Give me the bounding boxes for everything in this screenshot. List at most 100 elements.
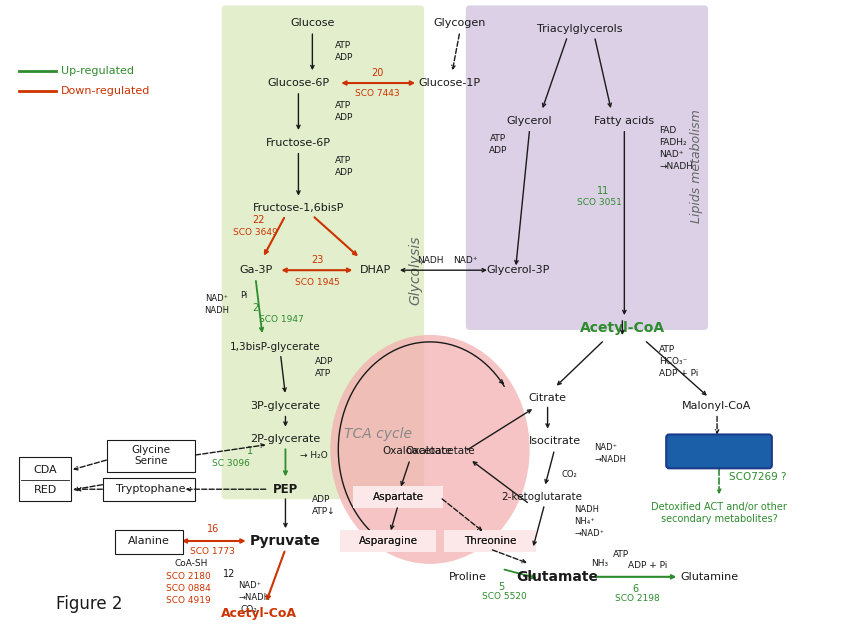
Text: Pyruvate: Pyruvate xyxy=(250,534,321,548)
Text: SCO 5520: SCO 5520 xyxy=(482,593,527,601)
Text: SCO7269 ?: SCO7269 ? xyxy=(729,472,786,482)
Text: CDA: CDA xyxy=(33,465,57,476)
Text: 16: 16 xyxy=(207,524,218,534)
Text: NAD⁺: NAD⁺ xyxy=(660,150,683,159)
Text: NADH: NADH xyxy=(575,504,599,514)
Text: Threonine: Threonine xyxy=(463,536,516,546)
Text: Glutamine: Glutamine xyxy=(680,572,738,582)
Text: RED: RED xyxy=(34,485,57,495)
Text: CO₂: CO₂ xyxy=(562,470,577,479)
Text: Detoxified ACT and/or other: Detoxified ACT and/or other xyxy=(651,502,787,512)
Text: ATP: ATP xyxy=(660,345,676,354)
Text: CoA-SH: CoA-SH xyxy=(174,559,207,569)
Text: SCO 0884: SCO 0884 xyxy=(166,584,211,593)
Text: Fructose-6P: Fructose-6P xyxy=(266,138,331,148)
Text: Threonine: Threonine xyxy=(463,536,516,546)
Text: SCO 3051: SCO 3051 xyxy=(577,198,622,207)
Text: TCA cycle: TCA cycle xyxy=(344,428,412,442)
Text: 2P-glycerate: 2P-glycerate xyxy=(251,435,320,445)
Text: 6: 6 xyxy=(632,584,638,594)
Text: NAD⁺: NAD⁺ xyxy=(239,581,262,590)
Text: 2: 2 xyxy=(252,303,258,313)
Text: ATP: ATP xyxy=(335,101,351,111)
Text: Fatty acids: Fatty acids xyxy=(594,116,654,126)
Text: ATP↓: ATP↓ xyxy=(312,506,336,516)
Text: FAD: FAD xyxy=(660,126,677,135)
Text: Down-regulated: Down-regulated xyxy=(61,86,150,96)
Text: SCO 2198: SCO 2198 xyxy=(615,594,660,603)
Text: NH₃: NH₃ xyxy=(591,559,608,569)
Text: Malonyl-CoA: Malonyl-CoA xyxy=(683,401,751,411)
Text: → H₂O: → H₂O xyxy=(300,451,328,460)
Text: Glutamate: Glutamate xyxy=(517,570,598,584)
Text: →NADH: →NADH xyxy=(239,593,270,602)
Text: DHAP: DHAP xyxy=(360,265,391,276)
Text: secondary metabolites?: secondary metabolites? xyxy=(660,514,778,524)
Text: Figure 2: Figure 2 xyxy=(56,594,122,613)
Text: 1: 1 xyxy=(247,447,253,457)
Text: Glucose: Glucose xyxy=(290,18,335,28)
Text: 5: 5 xyxy=(499,582,505,592)
FancyBboxPatch shape xyxy=(466,6,708,330)
Text: ATP: ATP xyxy=(315,369,332,378)
Text: ADP: ADP xyxy=(335,53,354,62)
Text: Alanine: Alanine xyxy=(128,536,170,546)
Text: NAD⁺: NAD⁺ xyxy=(206,294,229,303)
Text: Aspartate: Aspartate xyxy=(372,492,423,502)
Text: Glycogen: Glycogen xyxy=(434,18,486,28)
Text: 11: 11 xyxy=(598,186,609,196)
Text: Glycine
Serine: Glycine Serine xyxy=(132,445,170,466)
Text: Glucose-1P: Glucose-1P xyxy=(419,78,481,88)
Text: →NADH: →NADH xyxy=(594,455,626,464)
Text: Citrate: Citrate xyxy=(529,392,567,403)
Text: PEP: PEP xyxy=(273,482,298,496)
Text: Asparagine: Asparagine xyxy=(359,536,417,546)
Text: SCO 7443: SCO 7443 xyxy=(354,89,400,99)
Text: ADP: ADP xyxy=(335,113,354,123)
Text: Lipids metabolism: Lipids metabolism xyxy=(689,109,703,223)
Text: SCO 1945: SCO 1945 xyxy=(295,277,340,287)
FancyBboxPatch shape xyxy=(666,435,772,469)
Text: →NADH: →NADH xyxy=(660,162,694,171)
Text: 23: 23 xyxy=(311,255,324,265)
Text: Aspartate: Aspartate xyxy=(372,492,423,502)
Text: SCO 1773: SCO 1773 xyxy=(190,547,235,557)
Text: Glycerol-3P: Glycerol-3P xyxy=(486,265,549,276)
Text: ATP: ATP xyxy=(614,550,629,559)
Text: ADP: ADP xyxy=(489,146,507,155)
Text: Ga-3P: Ga-3P xyxy=(239,265,272,276)
Text: NADH: NADH xyxy=(416,256,443,265)
Text: Oxaloacetate: Oxaloacetate xyxy=(382,447,452,457)
Text: Glycerol: Glycerol xyxy=(507,116,552,126)
FancyBboxPatch shape xyxy=(340,530,436,552)
Ellipse shape xyxy=(331,335,530,564)
Text: NAD⁺: NAD⁺ xyxy=(454,256,478,265)
Text: CO₂: CO₂ xyxy=(241,605,258,614)
Text: Tryptophane: Tryptophane xyxy=(116,484,185,494)
Text: ATP: ATP xyxy=(335,41,351,50)
Text: 20: 20 xyxy=(371,68,383,78)
Text: Pi: Pi xyxy=(241,291,248,299)
Text: 3P-glycerate: 3P-glycerate xyxy=(251,401,320,411)
Text: HCO₃⁻: HCO₃⁻ xyxy=(660,357,688,366)
Text: ADP + Pi: ADP + Pi xyxy=(627,562,667,571)
FancyBboxPatch shape xyxy=(354,486,443,508)
Text: ATP: ATP xyxy=(490,134,506,143)
Text: 1,3bisP-glycerate: 1,3bisP-glycerate xyxy=(230,342,320,352)
Text: 12: 12 xyxy=(223,569,235,579)
Text: Fructose-1,6bisP: Fructose-1,6bisP xyxy=(252,203,344,213)
Text: ATP: ATP xyxy=(335,156,351,165)
Text: 2-ketoglutarate: 2-ketoglutarate xyxy=(502,492,582,502)
Text: Up-regulated: Up-regulated xyxy=(61,66,134,76)
Text: Acetyl-CoA: Acetyl-CoA xyxy=(580,321,665,335)
Text: Triacylglycerols: Triacylglycerols xyxy=(536,25,622,34)
Text: NH₄⁺: NH₄⁺ xyxy=(575,516,595,526)
Text: 22: 22 xyxy=(252,215,265,225)
Text: Isocitrate: Isocitrate xyxy=(529,437,581,447)
Text: ADP + Pi: ADP + Pi xyxy=(660,369,699,378)
Text: NADH: NADH xyxy=(204,306,229,314)
Text: NAD⁺: NAD⁺ xyxy=(594,443,618,452)
Text: SCO 3649: SCO 3649 xyxy=(233,228,278,237)
Text: Oxaloacetate: Oxaloacetate xyxy=(405,447,475,457)
Text: ADP: ADP xyxy=(312,494,331,504)
